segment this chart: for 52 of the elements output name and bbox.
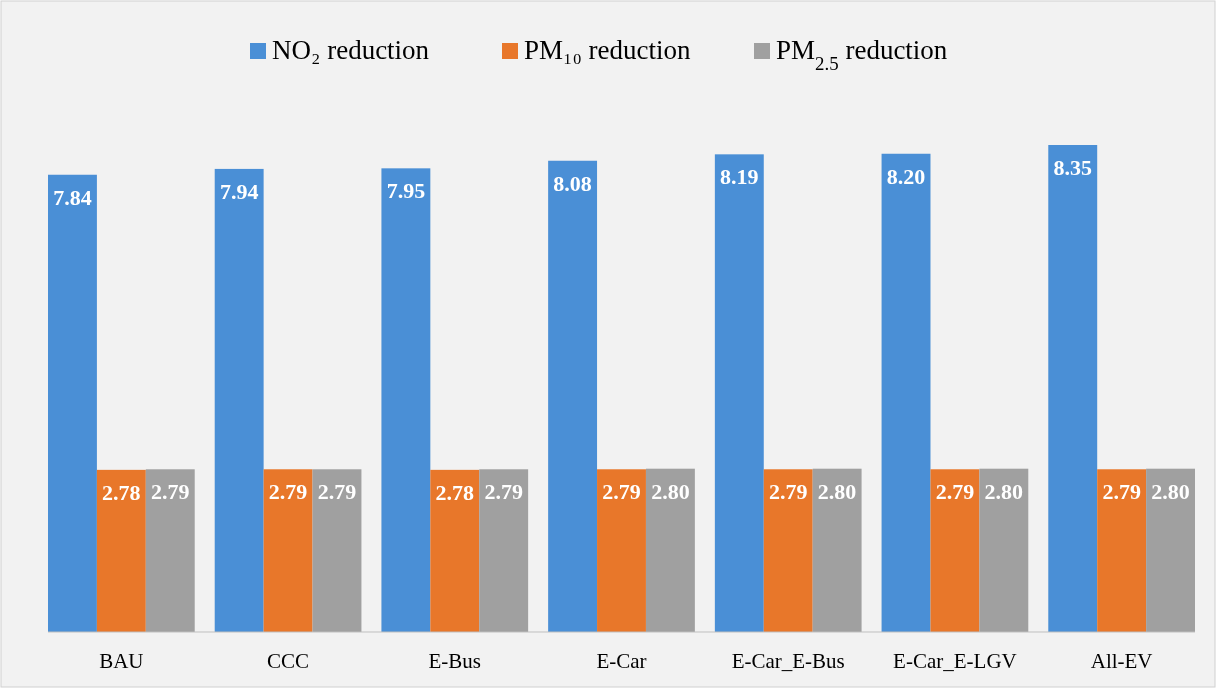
bar (263, 469, 313, 632)
data-label: 7.95 (386, 178, 426, 204)
data-label: 2.79 (268, 479, 308, 505)
bar (763, 469, 813, 632)
bar (714, 154, 764, 632)
bar (145, 469, 195, 632)
data-label: 2.80 (651, 478, 690, 504)
data-label: 2.79 (1102, 479, 1141, 505)
bar (1048, 145, 1098, 632)
bar (381, 168, 431, 632)
bar (881, 153, 931, 632)
bar (645, 468, 695, 632)
bar (48, 174, 97, 632)
data-label: 8.19 (720, 164, 759, 190)
x-tick-label: E-Bus (428, 649, 482, 673)
bar (430, 469, 480, 632)
bar (812, 468, 862, 632)
data-label: 2.80 (984, 478, 1024, 504)
bar (214, 168, 264, 632)
data-label: 2.79 (602, 479, 641, 505)
x-tick-label: CCC (267, 649, 310, 673)
data-label: 2.79 (484, 479, 523, 505)
data-label: 2.79 (935, 479, 975, 505)
x-tick-label: E-Car_E-Bus (731, 649, 845, 673)
legend-label: PM₁₀ reduction (524, 35, 692, 65)
data-label: 2.79 (768, 479, 808, 505)
bar (548, 160, 598, 632)
bar (597, 469, 646, 632)
bar (1146, 468, 1195, 632)
bar (312, 469, 362, 632)
data-label: 2.78 (435, 479, 475, 505)
legend-label: NO₂ reduction (272, 35, 430, 65)
data-label: 8.08 (553, 170, 592, 196)
data-label: 8.20 (886, 163, 926, 189)
legend-label: PM$_{2.5}$ reduction (776, 35, 948, 74)
x-tick-label: BAU (99, 649, 144, 673)
bar (479, 469, 529, 632)
bar (1097, 469, 1147, 632)
data-label: 2.78 (102, 479, 141, 505)
data-label: 2.79 (317, 479, 357, 505)
data-label: 2.79 (151, 479, 190, 505)
data-label: 2.80 (817, 478, 857, 504)
data-label: 7.84 (53, 184, 92, 210)
x-tick-label: E-Car (596, 649, 647, 673)
bar (979, 468, 1029, 632)
x-tick-label: E-Car_E-LGV (893, 649, 1017, 673)
data-label: 7.94 (219, 178, 259, 204)
bar (96, 469, 146, 632)
bar (930, 469, 980, 632)
data-label: 2.80 (1151, 478, 1190, 504)
data-label: 8.35 (1053, 155, 1092, 180)
x-tick-label: All-EV (1090, 649, 1153, 673)
